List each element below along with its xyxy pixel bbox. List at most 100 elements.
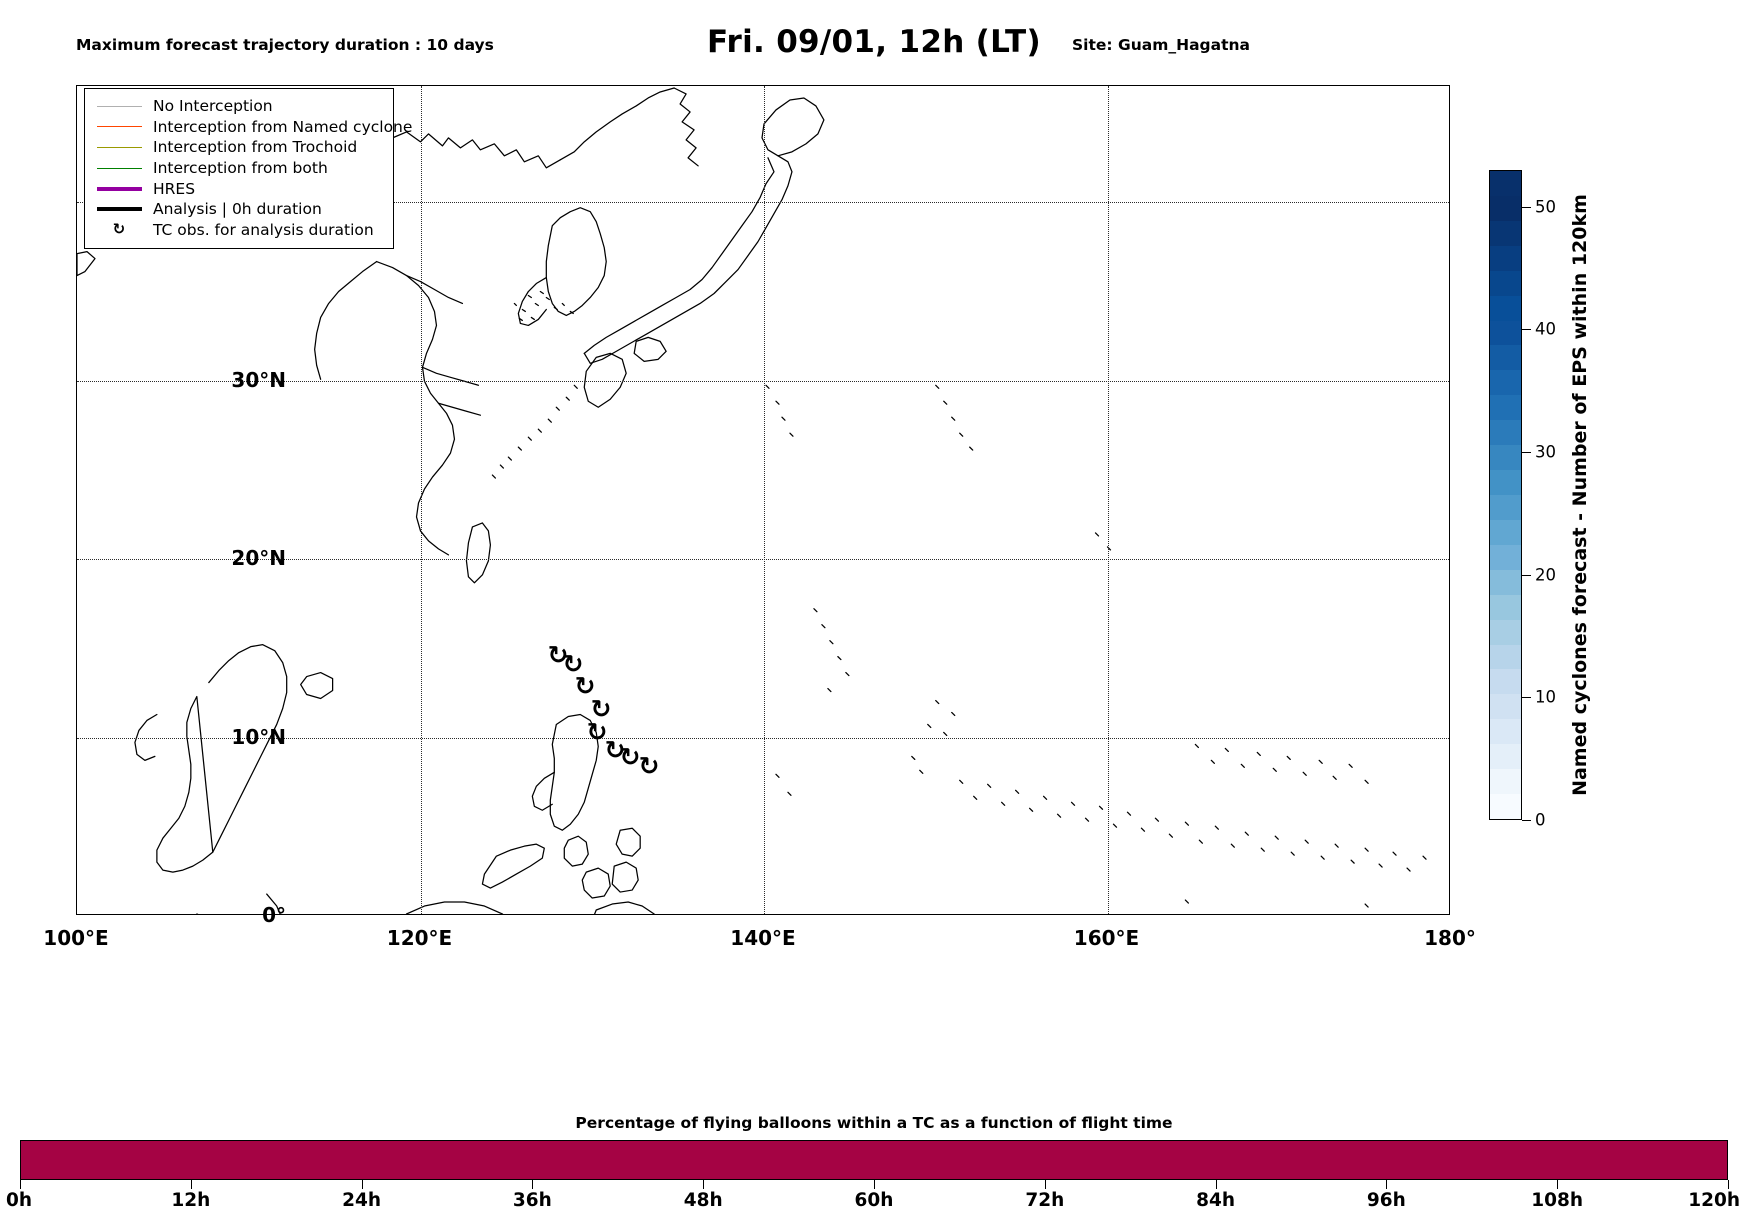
- legend-line-swatch: [94, 105, 144, 107]
- legend-line-swatch: [94, 167, 144, 169]
- tc-observation-marker: ↺: [619, 742, 641, 772]
- colorbar-step: [1490, 719, 1521, 745]
- gridline-latitude: [77, 202, 1449, 204]
- colorbar-step: [1490, 669, 1521, 695]
- legend-item-5[interactable]: Analysis | 0h duration: [94, 199, 384, 220]
- legend-item-0[interactable]: No Interception: [94, 96, 384, 117]
- colorbar-step: [1490, 495, 1521, 520]
- legend-line-swatch: [94, 146, 144, 148]
- flight-time-tick: [532, 1180, 534, 1189]
- flight-time-tick: [1215, 1180, 1217, 1189]
- colorbar-step: [1490, 420, 1521, 446]
- flight-time-tick: [703, 1180, 705, 1189]
- colorbar-tick-label: 0: [1535, 810, 1546, 830]
- colorbar-step: [1490, 769, 1521, 795]
- legend-line-swatch: [94, 207, 144, 212]
- flight-time-tick-label: 84h: [1196, 1190, 1236, 1211]
- colorbar-step: [1490, 345, 1521, 371]
- colorbar-step: [1490, 519, 1521, 545]
- colorbar-step: [1490, 569, 1521, 595]
- colorbar-step: [1490, 195, 1521, 221]
- latitude-tick-label: 20°N: [231, 546, 286, 570]
- colorbar-tick: [1522, 697, 1531, 699]
- legend-item-label: No Interception: [153, 97, 273, 116]
- percentage-bar[interactable]: [20, 1140, 1728, 1180]
- flight-time-tick-label: 108h: [1531, 1190, 1584, 1211]
- colorbar-tick: [1522, 329, 1531, 331]
- gridline-longitude: [420, 86, 422, 914]
- colorbar-tick-label: 40: [1535, 319, 1556, 339]
- flight-time-tick-label: 60h: [854, 1190, 894, 1211]
- flight-time-tick: [1557, 1180, 1559, 1189]
- colorbar-tick-label: 50: [1535, 197, 1556, 217]
- tc-observation-marker: ↺: [638, 751, 660, 781]
- percentage-bar-fill: [21, 1141, 1727, 1179]
- colorbar-step: [1490, 470, 1521, 496]
- colorbar-step: [1490, 395, 1521, 421]
- tc-observation-icon: ↺: [112, 220, 126, 239]
- legend-item-label: Analysis | 0h duration: [153, 200, 322, 219]
- colorbar-tick-label: 20: [1535, 565, 1556, 585]
- legend-item-4[interactable]: HRES: [94, 178, 384, 199]
- colorbar-tick-label: 10: [1535, 687, 1556, 707]
- longitude-tick-label: 100°E: [43, 926, 109, 950]
- longitude-tick-label: 120°E: [386, 926, 453, 950]
- flight-time-tick: [361, 1180, 363, 1189]
- colorbar-step: [1490, 445, 1521, 471]
- percentage-bar-title: Percentage of flying balloons within a T…: [575, 1114, 1173, 1132]
- legend-line-icon: [96, 167, 142, 169]
- gridline-latitude: [77, 737, 1449, 739]
- map-canvas: ↺ ↺ ↺ ↺ ↺ ↺ ↺ ↺: [77, 86, 1449, 914]
- colorbar-tick: [1522, 820, 1531, 821]
- latitude-tick-label: 0°: [262, 903, 286, 927]
- legend-line-icon: [96, 126, 142, 128]
- legend-item-label: TC obs. for analysis duration: [153, 220, 374, 239]
- colorbar-step: [1490, 171, 1521, 196]
- colorbar-step: [1490, 619, 1521, 645]
- flight-time-tick: [1386, 1180, 1388, 1189]
- flight-time-tick: [874, 1180, 875, 1189]
- legend-line-icon: [96, 146, 142, 148]
- page-title: Fri. 09/01, 12h (LT): [707, 24, 1041, 60]
- flight-time-tick-label: 48h: [683, 1190, 723, 1211]
- colorbar-axis-label: Named cyclones forecast - Number of EPS …: [1566, 170, 1594, 820]
- header-left-line-0: Maximum forecast trajectory duration : 1…: [76, 36, 494, 55]
- flight-time-tick-label: 12h: [171, 1190, 211, 1211]
- legend-item-label: HRES: [153, 179, 196, 198]
- legend-line-swatch: [94, 126, 144, 128]
- legend-item-3[interactable]: Interception from both: [94, 158, 384, 179]
- legend-line-icon: [96, 186, 142, 191]
- map-legend[interactable]: No Interception Interception from Named c…: [84, 88, 412, 250]
- latitude-tick-label: 10°N: [231, 724, 286, 749]
- header-right-line-0: Site: Guam_Hagatna: [1072, 36, 1251, 55]
- colorbar-step: [1490, 220, 1521, 246]
- flight-time-tick-label: 72h: [1025, 1190, 1065, 1211]
- legend-item-2[interactable]: Interception from Trochoid: [94, 137, 384, 158]
- flight-time-tick: [190, 1180, 192, 1189]
- flight-time-tick: [1044, 1180, 1046, 1189]
- colorbar-step: [1490, 270, 1521, 296]
- colorbar-step: [1490, 644, 1521, 670]
- colorbar[interactable]: [1489, 170, 1522, 820]
- flight-time-tick-label: 96h: [1366, 1190, 1406, 1211]
- legend-line-icon: [96, 105, 142, 107]
- colorbar-step: [1490, 594, 1521, 620]
- legend-item-label: Interception from both: [153, 159, 328, 178]
- longitude-tick-label: 140°E: [730, 926, 796, 950]
- colorbar-step: [1490, 544, 1521, 570]
- legend-item-6[interactable]: ↺ TC obs. for analysis duration: [94, 220, 384, 241]
- gridline-longitude: [764, 86, 765, 914]
- colorbar-label-text: Named cyclones forecast - Number of EPS …: [1569, 194, 1591, 796]
- flight-time-tick-label: 120h: [1688, 1190, 1740, 1211]
- legend-line-icon: [96, 207, 142, 212]
- colorbar-step: [1490, 744, 1521, 770]
- colorbar-tick: [1522, 452, 1531, 454]
- colorbar-tick: [1522, 206, 1531, 208]
- longitude-tick-label: 160°E: [1073, 926, 1140, 950]
- flight-time-tick: [20, 1180, 21, 1189]
- legend-item-1[interactable]: Interception from Named cyclone: [94, 117, 412, 138]
- longitude-tick-label: 180°: [1424, 926, 1476, 950]
- colorbar-tick: [1522, 574, 1531, 576]
- colorbar-step: [1490, 370, 1521, 396]
- legend-line-swatch: [94, 186, 144, 191]
